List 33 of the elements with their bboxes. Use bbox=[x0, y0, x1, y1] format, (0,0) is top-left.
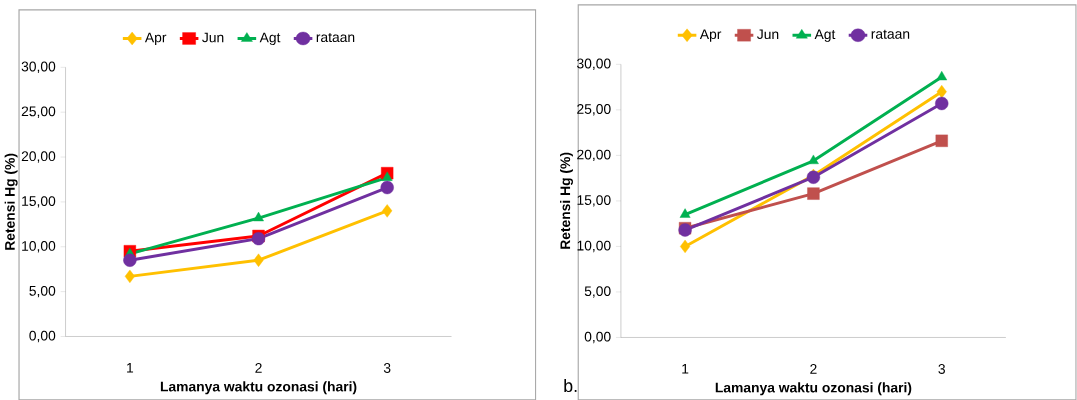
y-axis-title: Retensi Hg (%) bbox=[560, 152, 573, 249]
legend-label: Agt bbox=[259, 32, 281, 45]
x-tick-label: 1 bbox=[682, 363, 689, 374]
y-tick-label: 10,00 bbox=[577, 240, 611, 252]
legend-label: rataan bbox=[316, 32, 355, 42]
y-tick-label: 0,00 bbox=[29, 330, 56, 343]
legend-label: Apr bbox=[699, 29, 722, 42]
y-tick-label: 30,00 bbox=[21, 61, 56, 73]
y-tick-label: 20,00 bbox=[577, 149, 611, 161]
y-tick-label: 30,00 bbox=[577, 58, 611, 70]
y-tick-label: 25,00 bbox=[577, 103, 611, 116]
y-tick-label: 25,00 bbox=[21, 106, 56, 118]
y-tick-label: 5,00 bbox=[29, 285, 56, 298]
x-axis-title: Lamanya waktu ozonasi (hari) bbox=[715, 382, 912, 396]
legend-label: Apr bbox=[144, 32, 167, 45]
legend-label: Jun bbox=[757, 29, 779, 39]
y-tick-label: 10,00 bbox=[22, 240, 56, 253]
legend-label: Jun bbox=[202, 32, 224, 43]
y-axis-title: Retensi Hg (%) bbox=[4, 153, 18, 250]
y-tick-label: 5,00 bbox=[584, 286, 611, 298]
y-tick-label: 20,00 bbox=[21, 151, 56, 163]
legend-label: Agt bbox=[814, 29, 836, 42]
x-tick-label: 1 bbox=[127, 362, 134, 373]
x-tick-label: 2 bbox=[810, 363, 817, 374]
y-tick-label: 15,00 bbox=[577, 194, 611, 207]
legend-label: rataan bbox=[871, 29, 910, 39]
text: b. bbox=[564, 378, 577, 392]
x-axis-title: Lamanya waktu ozonasi (hari) bbox=[160, 381, 357, 395]
y-tick-label: 0,00 bbox=[584, 331, 611, 343]
y-tick-label: 15,00 bbox=[22, 195, 56, 208]
x-tick-label: 2 bbox=[255, 362, 262, 373]
x-tick-label: 3 bbox=[383, 362, 391, 373]
x-tick-label: 3 bbox=[938, 363, 945, 374]
